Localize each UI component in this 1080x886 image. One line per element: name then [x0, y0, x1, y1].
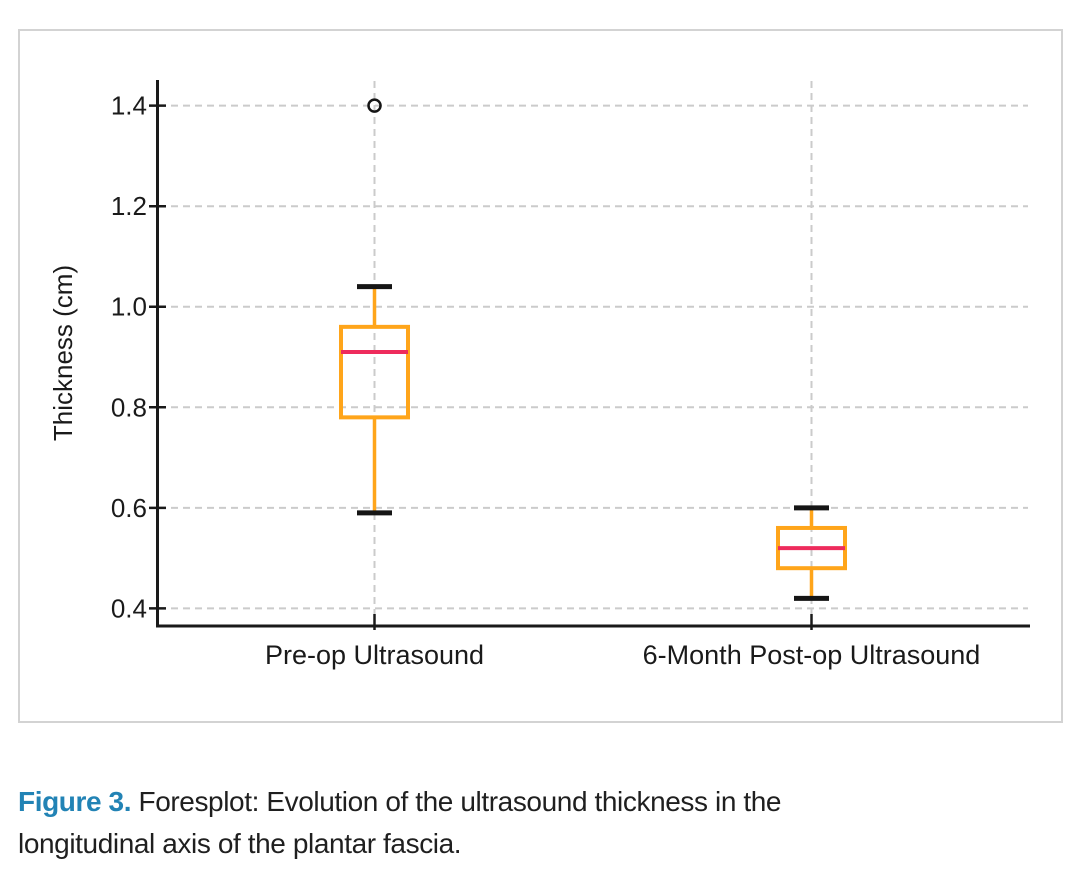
y-tick-label: 0.4 — [111, 593, 147, 623]
outlier-point — [367, 98, 382, 113]
y-tick-label: 0.8 — [111, 392, 147, 422]
figure-caption: Figure 3. Foresplot: Evolution of the ul… — [18, 781, 1018, 865]
figure-card — [18, 29, 1063, 723]
x-category-label: 6-Month Post-op Ultrasound — [643, 640, 981, 670]
figure-caption-line1: Foresplot: Evolution of the ultrasound t… — [138, 786, 782, 817]
y-axis-title: Thickness (cm) — [48, 265, 78, 441]
y-tick-label: 1.2 — [111, 191, 147, 221]
figure-caption-label: Figure 3. — [18, 786, 132, 817]
x-category-label: Pre-op Ultrasound — [265, 640, 484, 670]
y-tick-label: 1.0 — [111, 292, 147, 322]
box — [339, 324, 410, 420]
y-tick-label: 0.6 — [111, 493, 147, 523]
y-tick-label: 1.4 — [111, 91, 147, 121]
figure-caption-line2: longitudinal axis of the plantar fascia. — [18, 828, 462, 859]
boxplot-chart: 0.4 0.6 0.8 1.0 1.2 1.4 Pre-op Ultrasound 6-Mon… — [48, 80, 1030, 670]
